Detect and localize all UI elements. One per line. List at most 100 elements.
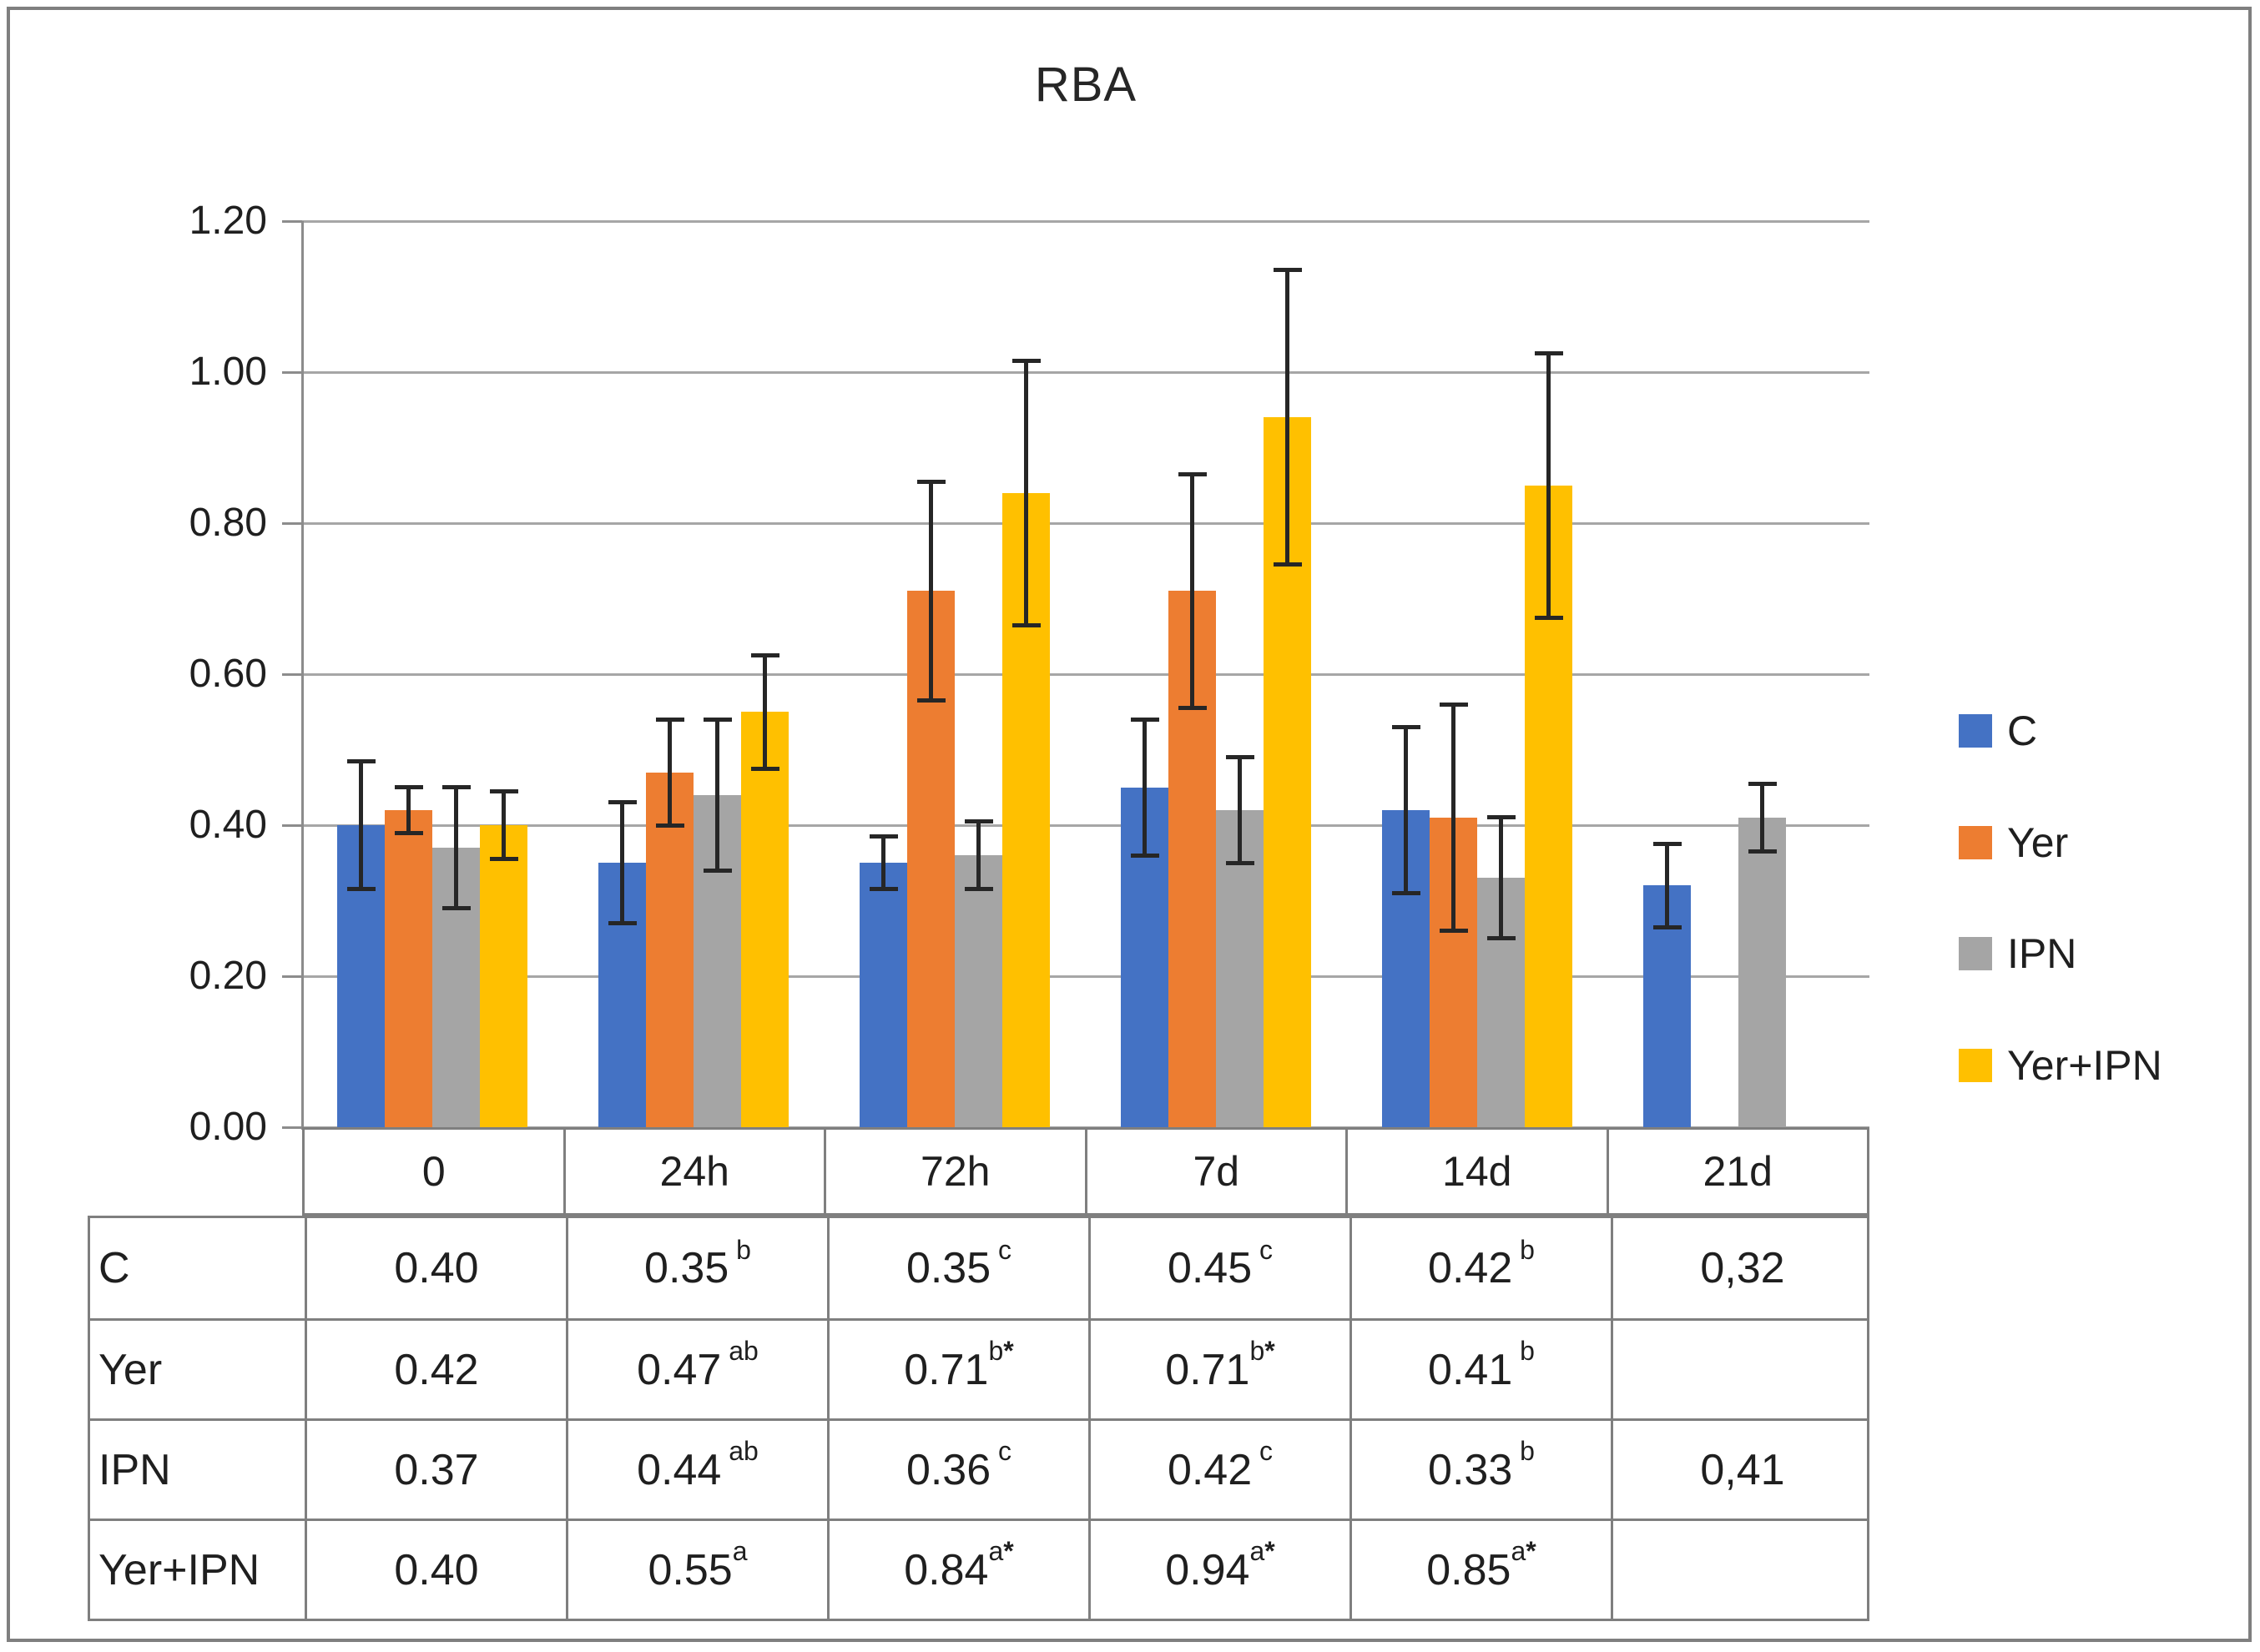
error-bar-Yer+IPN-0 [502, 791, 506, 859]
table-row-C: C 0.40 0.35 b 0.35 c 0.45 c 0.42 b 0,32 [90, 1218, 1867, 1318]
table-row-Yer: Yer 0.42 0.47 ab 0.71 b* 0.71 b* 0.41 b [90, 1318, 1867, 1418]
bar-IPN-72h [955, 855, 1002, 1127]
table-cell-value: 0.35 [644, 1244, 729, 1292]
legend-label-Yer+IPN: Yer+IPN [2007, 1042, 2162, 1089]
table-cell-value: 0.84 [904, 1545, 989, 1594]
table-cell: 0.71 b* [1088, 1321, 1349, 1418]
error-bar-cap-top [655, 717, 684, 722]
error-bar-cap-top [1225, 755, 1254, 760]
table-cell-superscript: b* [1249, 1336, 1275, 1366]
error-bar-Yer-24h [668, 719, 672, 825]
y-axis-tick [282, 823, 302, 827]
error-bar-C-72h [881, 836, 885, 889]
error-bar-cap-top [489, 788, 518, 793]
table-cell: 0.37 [305, 1421, 566, 1519]
error-bar-cap-bottom [916, 698, 946, 703]
error-bar-cap-top [1273, 268, 1302, 273]
table-cell: 0.42 [305, 1321, 566, 1418]
error-bar-cap-top [394, 785, 423, 790]
gridline [302, 521, 1869, 525]
table-cell-value: 0.44 [637, 1445, 722, 1494]
table-cell: 0,32 [1611, 1218, 1872, 1318]
table-cell-superscript: b [1520, 1234, 1535, 1265]
error-bar-cap-top [1748, 781, 1777, 786]
x-axis-label-21d: 21d [1703, 1148, 1773, 1195]
gridline [302, 672, 1869, 676]
error-bar-Yer+IPN-72h [1024, 360, 1028, 626]
table-cell-superscript: c [1259, 1436, 1274, 1466]
y-axis-line [300, 221, 304, 1130]
y-axis-tick [282, 975, 302, 978]
error-bar-cap-top [1178, 471, 1207, 476]
error-bar-cap-top [916, 479, 946, 484]
error-bar-IPN-0 [454, 787, 458, 909]
table-cell-value: 0.71 [904, 1345, 989, 1394]
table-cell: 0.33 b [1349, 1421, 1611, 1519]
y-axis-label: 0.20 [189, 954, 267, 998]
error-bar-C-7d [1143, 719, 1147, 856]
table-cell: 0.40 [305, 1521, 566, 1619]
error-bar-cap-bottom [1178, 706, 1207, 711]
table-cell-superscript: b [1520, 1436, 1535, 1466]
table-row-Yer+IPN: Yer+IPN 0.40 0.55 a 0.84 a* 0.94 a* 0.85 a* [90, 1519, 1867, 1619]
chart-title: RBA [1034, 58, 1138, 112]
table-cell-value: 0.36 [906, 1445, 991, 1494]
legend-label-IPN: IPN [2007, 930, 2077, 977]
table-cell: 0.42 b [1349, 1218, 1611, 1318]
table-cell: 0.42 c [1088, 1421, 1349, 1519]
table-row-IPN: IPN 0.37 0.44 ab 0.36 c 0.42 c 0.33 b 0,41 [90, 1418, 1867, 1519]
table-cell-value: 0,32 [1700, 1244, 1785, 1292]
error-bar-cap-top [1652, 842, 1682, 847]
table-cell-value: 0.37 [394, 1445, 479, 1494]
bar-Yer+IPN-24h [741, 712, 789, 1127]
error-bar-Yer-14d [1451, 704, 1455, 931]
table-cell-superscript: ab [729, 1436, 759, 1466]
table-row-label: C [98, 1244, 130, 1292]
error-bar-cap-bottom [1273, 562, 1302, 567]
x-axis-label-14d: 14d [1348, 1130, 1609, 1213]
table-cell: 0.40 [305, 1218, 566, 1318]
error-bar-cap-bottom [1652, 924, 1682, 929]
table-cell-superscript: c [1259, 1234, 1274, 1265]
table-cell-superscript: c [998, 1234, 1012, 1265]
error-bar-C-14d [1404, 727, 1408, 894]
table-cell-superscript: a* [1249, 1536, 1275, 1566]
table-cell-superscript: a [732, 1536, 748, 1566]
error-bar-cap-top [1011, 358, 1041, 363]
error-bar-cap-bottom [1225, 860, 1254, 865]
error-bar-IPN-7d [1238, 757, 1242, 864]
table-cell-value: 0.41 [1428, 1345, 1513, 1394]
error-bar-cap-bottom [750, 766, 779, 771]
error-bar-cap-bottom [1486, 936, 1516, 941]
legend-label-Yer: Yer [2007, 819, 2069, 866]
bar-Yer+IPN-0 [480, 825, 527, 1127]
error-bar-cap-bottom [1391, 890, 1420, 895]
error-bar-IPN-14d [1499, 817, 1503, 939]
x-axis-label-0: 0 [305, 1130, 566, 1213]
error-bar-cap-top [1534, 350, 1563, 355]
table-cell-value: 0,41 [1700, 1445, 1785, 1494]
error-bar-cap-bottom [869, 887, 898, 892]
error-bar-cap-bottom [441, 906, 471, 911]
error-bar-cap-top [964, 818, 993, 823]
x-axis-label-72h: 72h [826, 1130, 1087, 1213]
y-axis-label: 1.20 [189, 199, 267, 243]
table-cell-value: 0.94 [1165, 1545, 1250, 1594]
table-cell [1611, 1521, 1872, 1619]
legend-swatch-C [1959, 714, 1992, 748]
gridline [302, 823, 1869, 827]
table-row-label: Yer [98, 1345, 163, 1394]
table-cell-superscript: b [736, 1234, 751, 1265]
table-cell: 0.44 ab [566, 1421, 827, 1519]
error-bar-cap-bottom [346, 887, 376, 892]
table-cell: 0,41 [1611, 1421, 1872, 1519]
legend-swatch-Yer [1959, 826, 1992, 859]
table-cell: 0.41 b [1349, 1321, 1611, 1418]
table-cell-value: 0.42 [394, 1345, 479, 1394]
x-axis-header-row: 0 24h 72h 7d 14d 21d [302, 1127, 1869, 1216]
table-cell-value: 0.33 [1428, 1445, 1513, 1494]
y-axis-tick [282, 672, 302, 676]
table-cell-value: 0.40 [394, 1545, 479, 1594]
error-bar-cap-top [750, 652, 779, 657]
table-cell: 0.47 ab [566, 1321, 827, 1418]
